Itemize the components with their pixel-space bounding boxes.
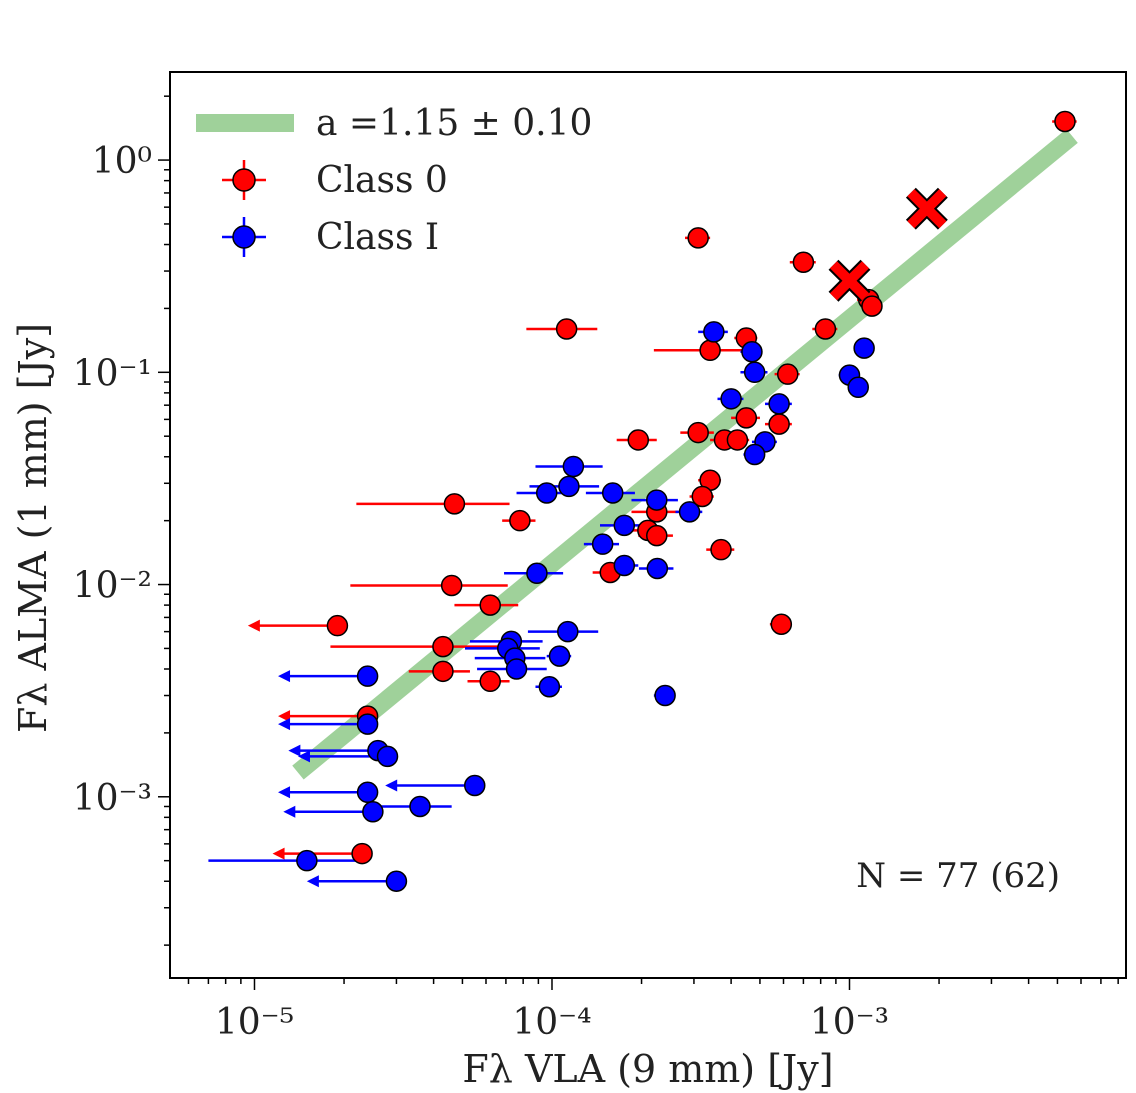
class1-data-point bbox=[743, 443, 766, 466]
axis-layer: 10⁻⁵ 10⁻⁴ 10⁻³ 10⁻³ 10⁻² 10⁻¹ 10⁰ bbox=[73, 95, 1119, 1043]
class1-arrow-head bbox=[283, 805, 296, 818]
class1-data-point bbox=[538, 675, 561, 698]
class1-arrow-head bbox=[297, 750, 310, 763]
class0-data-point bbox=[627, 429, 650, 451]
class0-data-point bbox=[687, 227, 709, 249]
class1-data-point bbox=[646, 557, 669, 580]
class0-data-point bbox=[326, 614, 349, 637]
legend-class0-marker bbox=[232, 168, 256, 192]
fit-line bbox=[292, 128, 1078, 780]
class0-data-point bbox=[710, 538, 732, 561]
y-axis-label: Fλ ALMA (1 mm) [Jy] bbox=[11, 323, 55, 733]
class1-data-point bbox=[743, 361, 766, 384]
class0-arrow-head bbox=[247, 619, 260, 632]
class1-arrow-head bbox=[288, 744, 301, 757]
class1-data-point bbox=[741, 340, 763, 363]
class1-data-point bbox=[591, 533, 614, 555]
class1-data-point bbox=[548, 645, 571, 667]
class0-data-point bbox=[735, 407, 758, 429]
y-tick-label: 10⁻³ bbox=[73, 778, 152, 819]
class1-data-point bbox=[613, 514, 636, 537]
highlight-x-marker bbox=[829, 261, 870, 301]
points-layer bbox=[296, 110, 1076, 892]
class1-data-point bbox=[385, 870, 408, 892]
class1-data-point bbox=[535, 482, 558, 504]
class1-data-point bbox=[847, 376, 869, 399]
class0-data-point bbox=[646, 524, 668, 547]
class1-data-point bbox=[768, 393, 790, 415]
sample-count-annotation: N = 77 (62) bbox=[856, 856, 1060, 896]
legend-class1-marker bbox=[232, 225, 256, 249]
class1-data-point bbox=[296, 849, 318, 872]
highlight-x-marker bbox=[907, 189, 947, 229]
class1-arrow-head bbox=[385, 779, 398, 792]
class0-data-point bbox=[699, 339, 721, 362]
class1-data-point bbox=[505, 658, 528, 680]
legend-fit-label: a =1.15 ± 0.10 bbox=[316, 103, 592, 144]
class1-data-point bbox=[703, 321, 725, 343]
class0-data-point bbox=[687, 421, 709, 444]
class0-data-point bbox=[432, 635, 454, 658]
legend-class1-label: Class I bbox=[316, 217, 439, 258]
class1-data-point bbox=[376, 745, 399, 768]
class0-data-point bbox=[770, 613, 793, 635]
class1-data-point bbox=[558, 475, 580, 498]
class1-data-point bbox=[853, 337, 875, 359]
x-tick-label: 10⁻⁴ bbox=[512, 1002, 591, 1043]
class0-data-point bbox=[351, 842, 373, 865]
class1-arrow-head bbox=[306, 875, 319, 888]
class0-data-point bbox=[776, 363, 799, 385]
legend: a =1.15 ± 0.10 Class 0 Class I bbox=[196, 103, 592, 258]
class1-data-point bbox=[526, 562, 548, 585]
class0-data-point bbox=[792, 251, 815, 274]
x-tick-label: 10⁻³ bbox=[810, 1002, 889, 1043]
class1-data-point bbox=[356, 781, 379, 804]
class1-data-point bbox=[463, 774, 486, 797]
class1-data-point bbox=[601, 482, 624, 504]
x-axis-label: Fλ VLA (9 mm) [Jy] bbox=[462, 1047, 833, 1091]
x-tick-label: 10⁻⁵ bbox=[215, 1002, 294, 1043]
class0-data-point bbox=[691, 485, 714, 508]
class0-arrow-head bbox=[278, 710, 291, 723]
class0-data-point bbox=[1054, 110, 1076, 133]
legend-class0-label: Class 0 bbox=[316, 160, 448, 201]
class1-arrow-head bbox=[278, 670, 291, 683]
class0-data-point bbox=[768, 413, 790, 435]
class0-data-point bbox=[440, 574, 463, 597]
class1-data-point bbox=[646, 489, 668, 511]
class0-data-point bbox=[479, 594, 501, 616]
class1-data-point bbox=[356, 713, 379, 735]
y-tick-label: 10⁰ bbox=[92, 141, 152, 182]
class1-arrow-head bbox=[278, 786, 291, 799]
class1-data-point bbox=[409, 795, 431, 818]
class1-data-point bbox=[613, 554, 636, 577]
class0-data-point bbox=[479, 670, 501, 693]
class1-data-point bbox=[720, 388, 742, 410]
class0-data-point bbox=[509, 509, 531, 532]
class0-data-point bbox=[814, 318, 837, 340]
class0-data-point bbox=[861, 295, 883, 317]
class1-arrow-head bbox=[278, 718, 291, 731]
class1-data-point bbox=[562, 455, 585, 478]
class1-data-point bbox=[678, 501, 701, 523]
fit-layer bbox=[292, 128, 1078, 780]
y-tick-label: 10⁻¹ bbox=[73, 353, 152, 394]
class1-data-point bbox=[654, 684, 676, 707]
plot-frame bbox=[169, 71, 1127, 979]
class1-data-point bbox=[557, 620, 579, 643]
class0-data-point bbox=[555, 318, 578, 340]
class0-arrow-head bbox=[272, 847, 285, 860]
y-tick-label: 10⁻² bbox=[73, 566, 152, 607]
class0-data-point bbox=[432, 660, 454, 683]
class0-data-point bbox=[443, 493, 466, 515]
class0-data-point bbox=[726, 429, 749, 451]
class1-data-point bbox=[362, 801, 384, 823]
class1-data-point bbox=[356, 665, 379, 687]
